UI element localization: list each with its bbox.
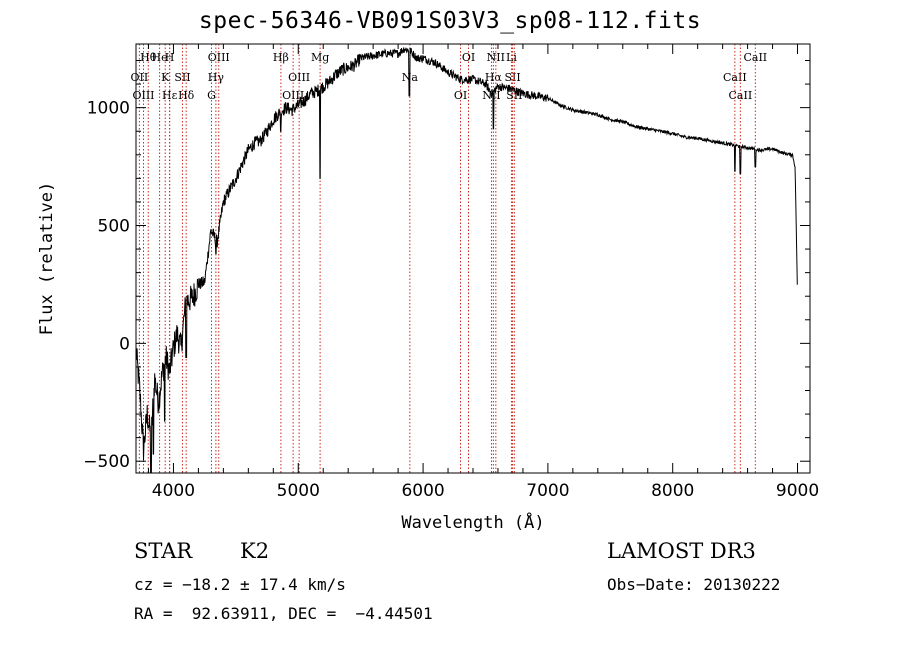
line-marker-label-11: G [207, 89, 216, 102]
y-tick-label: 500 [98, 217, 130, 237]
line-marker-label-14: OIII [282, 89, 304, 102]
redshift-label: cz = −18.2 ± 17.4 km/s [134, 575, 346, 594]
line-marker-label-0: Hθ [140, 51, 157, 64]
line-marker-label-2: OIII [132, 89, 154, 102]
line-marker-label-9: OIII [208, 51, 230, 64]
survey-label: LAMOST DR3 [607, 539, 756, 563]
y-tick-label: 0 [119, 334, 130, 354]
line-marker-label-18: OI [462, 51, 475, 64]
line-marker-label-10: Hγ [208, 71, 225, 84]
line-marker-label-25: CaII [723, 71, 747, 84]
line-marker-label-15: Mg [311, 51, 329, 64]
plot-frame [135, 43, 811, 474]
x-tick-label: 4000 [152, 481, 195, 501]
y-tick-label: 1000 [87, 99, 130, 119]
x-tick-label: 9000 [776, 481, 819, 501]
line-marker-label-24: Li [506, 51, 517, 64]
line-marker-label-17: OI [454, 89, 467, 102]
obs-date-label: Obs−Date: 20130222 [607, 575, 781, 594]
line-marker-label-7: SII [174, 71, 190, 84]
spectrum-line [136, 47, 798, 473]
line-marker-label-8: Hδ [178, 89, 195, 102]
x-tick-label: 6000 [401, 481, 444, 501]
line-marker-label-13: OIII [288, 71, 310, 84]
x-tick-label: 5000 [277, 481, 320, 501]
line-marker-label-19: Hα [485, 71, 503, 84]
y-axis-label: Flux (relative) [37, 182, 57, 336]
line-marker-label-3: He [152, 51, 168, 64]
object-subclass: K2 [240, 539, 270, 563]
line-marker-label-1: OII [131, 71, 149, 84]
line-marker-label-4: K [161, 71, 170, 84]
line-marker-label-27: CaII [743, 51, 767, 64]
y-tick-label: −500 [83, 452, 130, 472]
line-marker-label-12: Hβ [273, 51, 289, 64]
line-marker-label-5: Hε [162, 89, 178, 102]
x-tick-label: 8000 [651, 481, 694, 501]
coordinates-label: RA = 92.63911, DEC = −4.44501 [134, 604, 433, 623]
x-axis-label: Wavelength (Å) [401, 511, 544, 533]
object-class: STAR [134, 539, 193, 563]
line-marker-label-6: H [165, 51, 175, 64]
line-marker-label-26: CaII [729, 89, 753, 102]
chart-title: spec-56346-VB091S03V3_sp08-112.fits [198, 8, 702, 34]
x-tick-label: 7000 [526, 481, 569, 501]
line-marker-label-22: SII [504, 71, 520, 84]
line-marker-label-21: NII [487, 51, 505, 64]
